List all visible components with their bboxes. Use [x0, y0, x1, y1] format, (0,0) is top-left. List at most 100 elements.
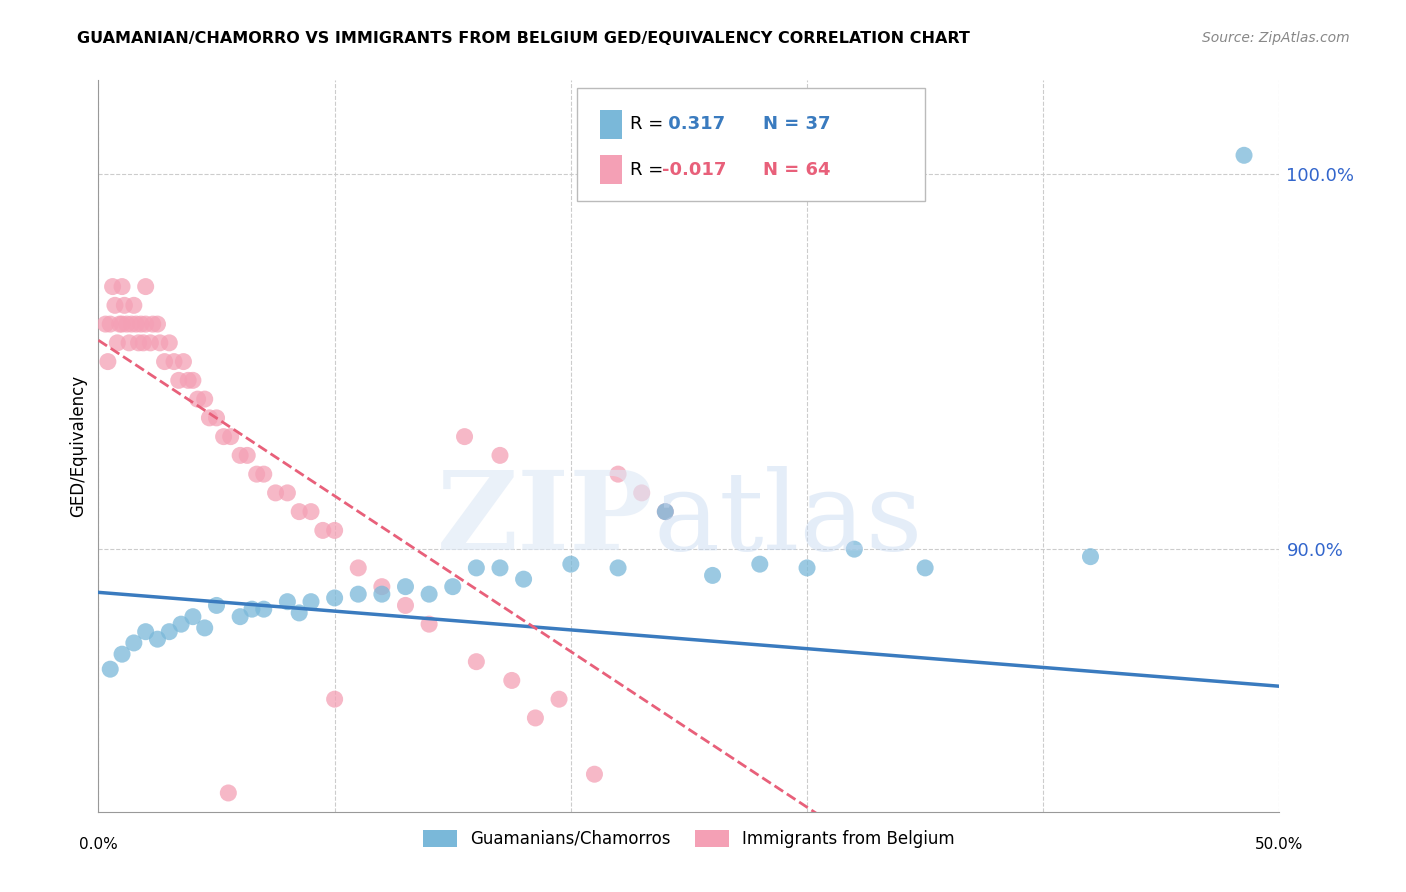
Point	[418, 617, 440, 632]
Text: N = 64: N = 64	[763, 161, 831, 178]
Point	[149, 335, 172, 350]
Point	[205, 410, 228, 425]
Point	[157, 624, 180, 639]
Point	[219, 429, 242, 443]
Point	[465, 655, 488, 669]
Point	[347, 561, 370, 575]
Point	[135, 317, 157, 331]
Point	[181, 373, 204, 387]
Point	[453, 429, 475, 443]
Point	[240, 602, 263, 616]
Point	[1080, 549, 1102, 564]
Point	[125, 317, 148, 331]
Point	[98, 662, 121, 676]
Point	[441, 580, 464, 594]
Text: ZIP: ZIP	[437, 466, 654, 573]
Point	[112, 298, 135, 312]
Point	[111, 317, 134, 331]
Point	[212, 429, 235, 443]
Point	[115, 317, 138, 331]
Bar	[600, 155, 621, 184]
Point	[371, 580, 394, 594]
Point	[796, 561, 818, 575]
Point	[128, 335, 150, 350]
Point	[299, 505, 322, 519]
Text: 0.0%: 0.0%	[79, 837, 118, 852]
Point	[288, 606, 311, 620]
Point	[748, 557, 770, 571]
Point	[371, 587, 394, 601]
Point	[101, 279, 124, 293]
Point	[229, 449, 252, 463]
Point	[323, 692, 346, 706]
Point	[177, 373, 200, 387]
Text: atlas: atlas	[654, 466, 924, 573]
Point	[548, 692, 571, 706]
Point	[512, 572, 534, 586]
Point	[394, 599, 416, 613]
Point	[172, 354, 194, 368]
Point	[264, 486, 287, 500]
Point	[111, 279, 134, 293]
Point	[163, 354, 186, 368]
Point	[654, 505, 676, 519]
Point	[312, 524, 335, 538]
Point	[323, 591, 346, 605]
Point	[122, 636, 145, 650]
Text: Source: ZipAtlas.com: Source: ZipAtlas.com	[1202, 31, 1350, 45]
Point	[97, 354, 120, 368]
Point	[111, 647, 134, 661]
Point	[1233, 148, 1256, 162]
Point	[129, 317, 152, 331]
Point	[524, 711, 547, 725]
Legend: Guamanians/Chamorros, Immigrants from Belgium: Guamanians/Chamorros, Immigrants from Be…	[416, 823, 962, 855]
Point	[607, 467, 630, 482]
Point	[167, 373, 190, 387]
Point	[187, 392, 209, 406]
Point	[104, 298, 127, 312]
Point	[253, 602, 276, 616]
Point	[288, 505, 311, 519]
FancyBboxPatch shape	[576, 87, 925, 201]
Point	[347, 587, 370, 601]
Point	[135, 279, 157, 293]
Point	[217, 786, 239, 800]
Point	[105, 335, 128, 350]
Text: 0.317: 0.317	[662, 115, 725, 133]
Point	[501, 673, 523, 688]
Point	[170, 617, 193, 632]
Point	[236, 449, 259, 463]
Text: 50.0%: 50.0%	[1256, 837, 1303, 852]
Point	[914, 561, 936, 575]
Point	[194, 621, 217, 635]
Point	[844, 542, 866, 557]
Point	[198, 410, 221, 425]
Point	[630, 486, 652, 500]
Point	[122, 298, 145, 312]
Point	[118, 335, 141, 350]
Point	[299, 595, 322, 609]
Text: R =: R =	[630, 115, 669, 133]
Point	[253, 467, 276, 482]
Bar	[600, 110, 621, 139]
Point	[142, 317, 165, 331]
Point	[418, 587, 440, 601]
Point	[135, 624, 157, 639]
Point	[583, 767, 606, 781]
Point	[146, 317, 169, 331]
Text: -0.017: -0.017	[662, 161, 725, 178]
Point	[229, 609, 252, 624]
Point	[607, 561, 630, 575]
Point	[194, 392, 217, 406]
Point	[489, 449, 512, 463]
Point	[465, 561, 488, 575]
Point	[157, 335, 180, 350]
Point	[132, 335, 155, 350]
Y-axis label: GED/Equivalency: GED/Equivalency	[69, 375, 87, 517]
Point	[153, 354, 176, 368]
Point	[205, 599, 228, 613]
Point	[139, 335, 162, 350]
Point	[276, 486, 298, 500]
Point	[654, 505, 676, 519]
Point	[560, 557, 582, 571]
